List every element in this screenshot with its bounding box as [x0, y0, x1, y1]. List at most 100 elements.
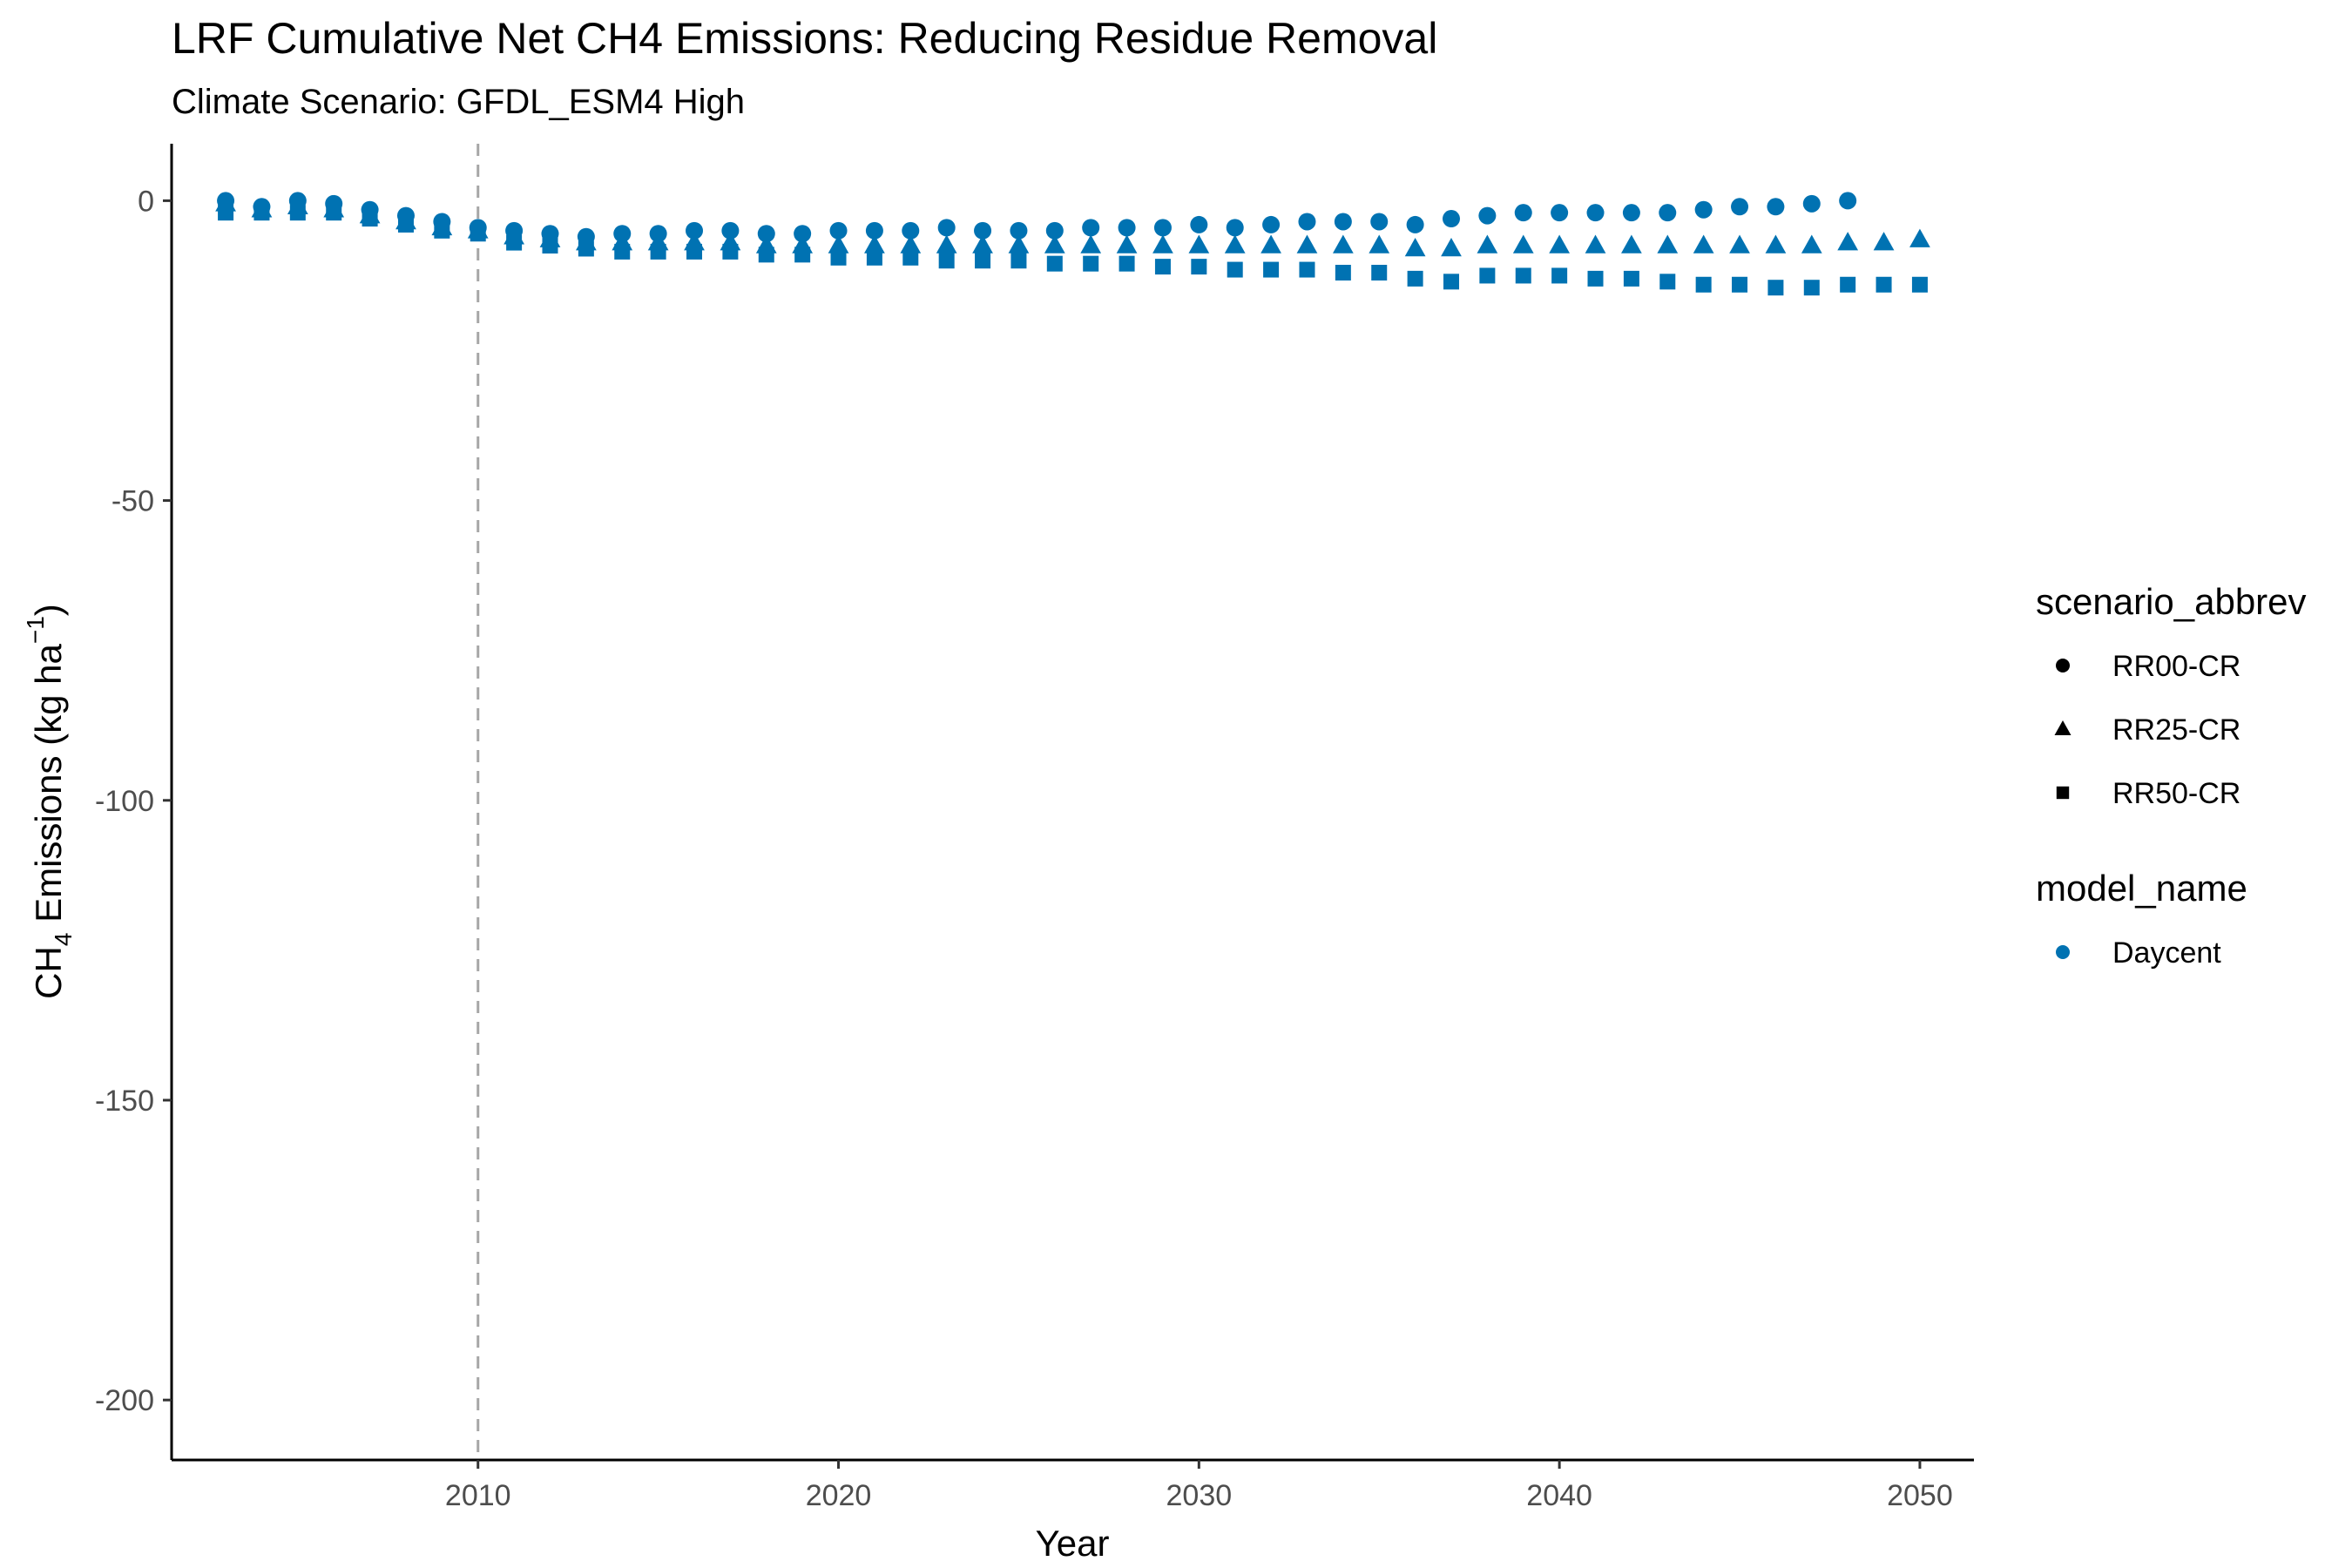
data-point	[972, 234, 993, 253]
data-point	[1479, 267, 1496, 284]
data-point	[1080, 234, 1102, 253]
data-point	[938, 253, 955, 269]
data-point	[541, 225, 559, 243]
data-point	[1298, 213, 1316, 231]
data-point	[1659, 274, 1676, 290]
data-point	[288, 192, 307, 210]
data-point	[325, 194, 343, 213]
data-point	[1082, 219, 1100, 237]
data-point	[1371, 265, 1388, 281]
data-point	[1334, 213, 1352, 231]
data-point	[1332, 234, 1354, 253]
data-point	[613, 225, 632, 243]
data-point	[1010, 253, 1027, 269]
data-point	[1442, 210, 1460, 228]
legend-key-circle	[2056, 659, 2070, 672]
data-point	[1623, 270, 1639, 287]
data-point	[1839, 192, 1857, 210]
chart-subtitle: Climate Scenario: GFDL_ESM4 High	[172, 83, 745, 121]
data-point	[1407, 270, 1423, 287]
data-point	[1514, 204, 1532, 222]
y-axis-ticks: 0 -50 -100 -150 -200	[95, 185, 172, 1417]
data-point	[1118, 219, 1136, 237]
data-point	[1369, 234, 1390, 253]
y-tick-label: 0	[138, 185, 154, 218]
data-point	[1657, 234, 1679, 253]
data-point	[1441, 237, 1462, 257]
data-point	[1154, 259, 1171, 275]
x-tick-label: 2040	[1526, 1479, 1592, 1512]
data-point	[1152, 234, 1173, 253]
data-point	[1263, 261, 1280, 278]
y-tick-label: -200	[95, 1384, 154, 1417]
x-axis-ticks: 2010 2020 2030 2040 2050	[445, 1460, 1953, 1512]
legend-label: RR25-CR	[2112, 713, 2240, 747]
data-point	[1549, 234, 1571, 253]
data-point	[792, 234, 814, 253]
data-point	[830, 249, 847, 266]
data-point	[1370, 213, 1389, 231]
data-point	[829, 221, 848, 240]
data-point	[1191, 259, 1207, 275]
data-point	[1551, 267, 1568, 284]
x-tick-label: 2030	[1166, 1479, 1233, 1512]
data-point	[1478, 206, 1497, 225]
data-point	[1876, 276, 1892, 293]
x-tick-label: 2010	[445, 1479, 511, 1512]
data-point	[720, 232, 741, 251]
data-point	[1046, 255, 1063, 272]
data-point	[828, 234, 849, 253]
data-point	[1802, 194, 1821, 213]
legend-title: scenario_abbrev	[2036, 581, 2307, 622]
y-axis-title: CH4 Emissions (kg ha−1)	[22, 604, 77, 999]
data-point	[900, 234, 922, 253]
data-point	[1188, 234, 1210, 253]
legend-title: model_name	[2036, 868, 2247, 909]
plot-area	[215, 144, 1930, 1460]
data-point	[1621, 234, 1642, 253]
data-points	[215, 192, 1930, 296]
x-tick-label: 2050	[1887, 1479, 1953, 1512]
data-point	[1406, 215, 1424, 233]
data-point	[936, 234, 957, 253]
data-point	[1443, 274, 1459, 290]
data-point	[974, 221, 992, 240]
data-point	[684, 232, 705, 251]
data-point	[975, 253, 991, 269]
data-point	[1044, 234, 1065, 253]
data-point	[1119, 255, 1135, 272]
data-point	[1008, 234, 1030, 253]
data-point	[1803, 280, 1820, 296]
data-point	[1909, 228, 1930, 247]
data-point	[902, 249, 919, 266]
legend-key-square	[2056, 786, 2070, 800]
data-point	[1515, 267, 1531, 284]
data-point	[1767, 198, 1785, 216]
data-point	[1767, 280, 1784, 296]
chart-title: LRF Cumulative Net CH4 Emissions: Reduci…	[172, 14, 1437, 63]
data-point	[1477, 234, 1498, 253]
data-point	[757, 225, 775, 243]
legend-key-triangle	[2054, 720, 2072, 735]
data-point	[1695, 276, 1712, 293]
x-tick-label: 2020	[806, 1479, 872, 1512]
data-point	[1840, 276, 1856, 293]
data-point	[1262, 215, 1281, 233]
legend-label: RR00-CR	[2112, 650, 2240, 683]
data-point	[469, 219, 487, 237]
data-point	[1299, 261, 1315, 278]
series-RR00-CR	[217, 192, 1857, 246]
data-point	[1190, 215, 1208, 233]
data-point	[1551, 204, 1569, 222]
data-point	[755, 234, 777, 253]
data-point	[396, 206, 415, 225]
data-point	[1260, 234, 1281, 253]
data-point	[1911, 276, 1928, 293]
data-point	[1227, 261, 1243, 278]
data-point	[1585, 234, 1606, 253]
data-point	[217, 192, 235, 210]
data-point	[1045, 221, 1064, 240]
legend-label: Daycent	[2112, 936, 2221, 970]
data-point	[1296, 234, 1318, 253]
